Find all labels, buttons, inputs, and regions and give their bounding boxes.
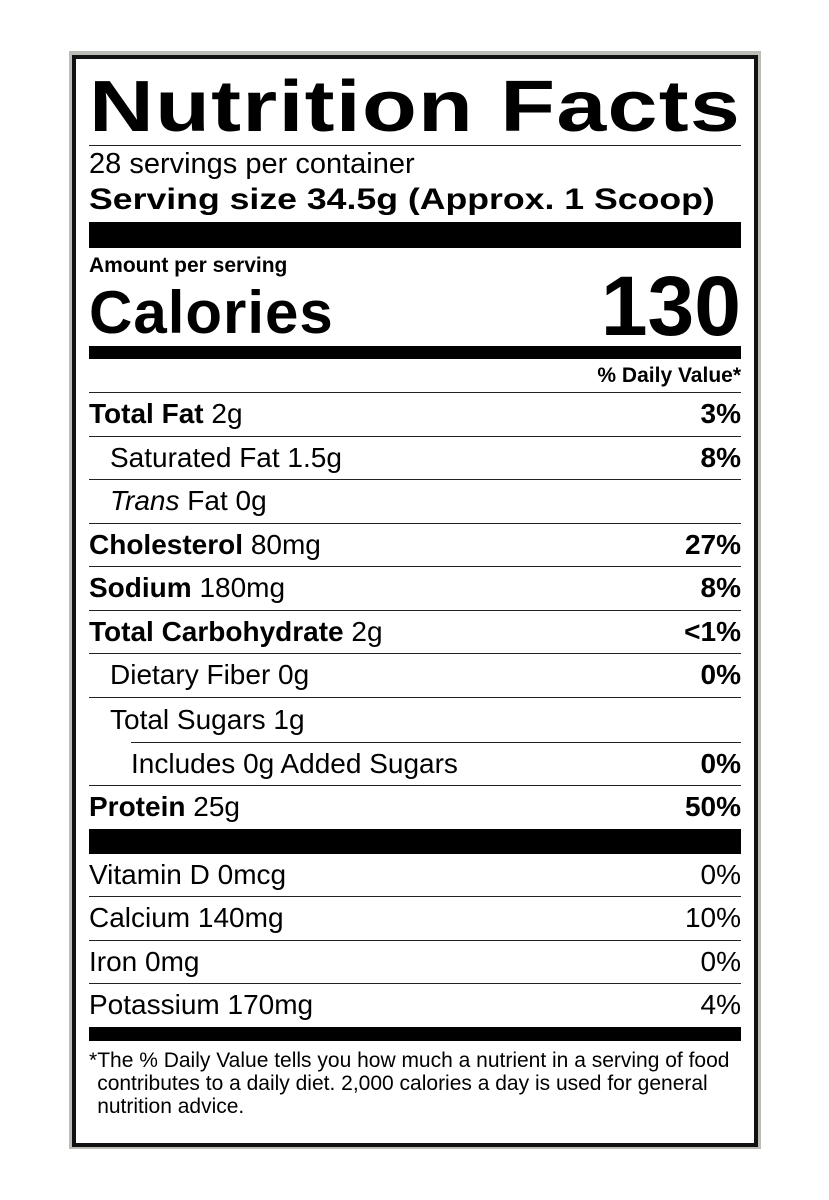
nutrient-dv: <1% xyxy=(684,615,741,647)
vitamin-dv: 0% xyxy=(700,945,741,977)
title: Nutrition Facts xyxy=(89,67,741,147)
nutrient-name: Total Fat xyxy=(89,398,204,430)
vitamin-name: Vitamin D 0mcg xyxy=(89,858,287,890)
amount-per-serving: Amount per serving xyxy=(89,254,288,277)
vitamin-row-calcium: Calcium 140mg 10% xyxy=(89,897,741,941)
footnote: * The % Daily Value tells you how much a… xyxy=(89,1049,741,1118)
serving-size: Serving size 34.5g (Approx. 1 Scoop) xyxy=(89,182,741,220)
nutrient-dv: 0% xyxy=(700,747,741,779)
nutrient-row-total-carbohydrate: Total Carbohydrate 2g <1% xyxy=(89,611,741,654)
vitamin-name: Potassium 170mg xyxy=(89,989,314,1021)
nutrient-dv: 3% xyxy=(700,398,741,430)
nutrient-dv: 50% xyxy=(684,791,741,823)
divider xyxy=(89,145,741,146)
nutrient-row-trans-fat: Trans Fat 0g xyxy=(89,480,741,524)
medium-divider xyxy=(89,346,741,359)
vitamin-dv: 0% xyxy=(700,858,741,890)
servings-per-container: 28 servings per container xyxy=(89,148,415,180)
nutrient-name: Dietary Fiber 0g xyxy=(110,659,310,691)
nutrient-dv: 0% xyxy=(700,659,741,691)
nutrient-amount: 80mg xyxy=(250,528,321,560)
vitamin-row-potassium: Potassium 170mg 4% xyxy=(89,984,741,1027)
nutrient-dv: 8% xyxy=(700,572,741,604)
nutrient-row-total-fat: Total Fat 2g 3% xyxy=(89,393,741,437)
medium-divider xyxy=(89,1026,741,1041)
nutrient-name: Cholesterol xyxy=(89,528,244,560)
nutrient-row-added-sugars: Includes 0g Added Sugars 0% xyxy=(89,743,741,786)
nutrient-amount: 25g xyxy=(193,791,240,823)
thick-divider xyxy=(89,222,741,248)
vitamin-name: Calcium 140mg xyxy=(89,902,284,934)
nutrient-dv: 27% xyxy=(684,528,741,560)
nutrient-name: Total Sugars 1g xyxy=(110,703,305,735)
nutrient-name: Total Carbohydrate xyxy=(89,615,344,647)
divider xyxy=(131,741,741,743)
nutrient-amount: 2g xyxy=(351,615,383,647)
calories-value: 130 xyxy=(600,259,741,353)
footnote-star: * xyxy=(89,1048,98,1072)
nutrition-facts-label: Nutrition Facts 28 servings per containe… xyxy=(72,55,758,1147)
nutrient-amount: 180mg xyxy=(199,572,286,604)
vitamin-dv: 4% xyxy=(700,989,741,1021)
vitamin-row-iron: Iron 0mg 0% xyxy=(89,941,741,984)
nutrient-name: Sodium xyxy=(89,572,192,604)
vitamin-dv: 10% xyxy=(684,902,741,934)
nutrient-row-sodium: Sodium 180mg 8% xyxy=(89,567,741,611)
serving-size-text: Serving size 34.5g (Approx. 1 Scoop) xyxy=(89,183,715,216)
nutrient-amount: 2g xyxy=(211,398,243,430)
nutrient-row-cholesterol: Cholesterol 80mg 27% xyxy=(89,524,741,567)
nutrient-name-italic: Trans xyxy=(110,485,180,517)
nutrient-name: Fat 0g xyxy=(187,485,267,517)
daily-value-header: % Daily Value* xyxy=(89,359,741,393)
title-text: Nutrition Facts xyxy=(89,67,742,147)
nutrient-name: Includes 0g Added Sugars xyxy=(131,747,458,779)
vitamin-row-vitamin-d: Vitamin D 0mcg 0% xyxy=(89,854,741,897)
calories-label: Calories xyxy=(89,279,334,346)
thick-divider xyxy=(89,828,741,854)
nutrient-row-protein: Protein 25g 50% xyxy=(89,786,741,829)
vitamin-name: Iron 0mg xyxy=(89,945,200,977)
nutrient-row-total-sugars: Total Sugars 1g xyxy=(89,698,741,742)
nutrient-dv: 8% xyxy=(700,441,741,473)
nutrient-name: Protein xyxy=(89,791,186,823)
nutrient-row-dietary-fiber: Dietary Fiber 0g 0% xyxy=(89,654,741,698)
nutrient-name: Saturated Fat 1.5g xyxy=(110,441,342,473)
nutrient-row-saturated-fat: Saturated Fat 1.5g 8% xyxy=(89,437,741,480)
calories-row: Calories 130 xyxy=(89,264,741,348)
footnote-text: The % Daily Value tells you how much a n… xyxy=(97,1048,730,1118)
